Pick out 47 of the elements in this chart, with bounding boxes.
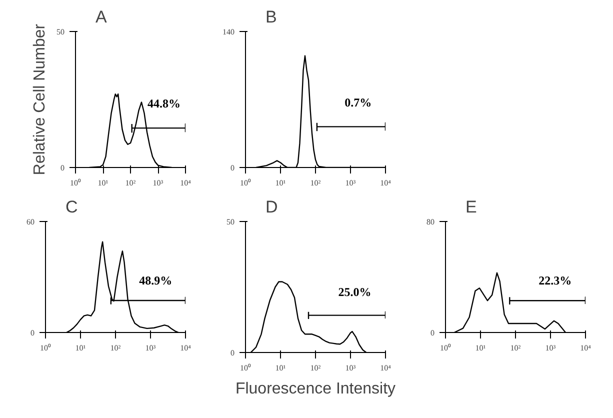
x-tick-label: 10¹ xyxy=(275,178,286,188)
x-tick-label: 10³ xyxy=(545,344,556,352)
x-tick-label: 10² xyxy=(310,364,322,372)
y-tick-label: 0 xyxy=(230,164,234,172)
y-tick-label: 0 xyxy=(60,164,64,172)
x-tick-label: 10¹ xyxy=(75,344,86,352)
y-tick-label: 0 xyxy=(430,328,434,338)
x-tick-label: 10³ xyxy=(152,178,164,188)
x-tick-label: 10⁰ xyxy=(70,178,81,188)
y-axis-title: Relative Cell Number xyxy=(32,23,48,176)
x-tick-label: 10⁰ xyxy=(40,344,51,352)
y-tick-label: 80 xyxy=(426,218,434,226)
x-axis-title: Fluorescence Intensity xyxy=(235,380,396,398)
x-tick-label: 10¹ xyxy=(475,344,486,352)
x-tick-label: 10¹ xyxy=(275,364,286,372)
y-tick-label: 50 xyxy=(56,28,64,36)
x-tick-label: 10² xyxy=(110,344,122,352)
annotation: 48.9% xyxy=(139,274,172,288)
chart-title: B xyxy=(266,8,277,26)
chart-title: D xyxy=(266,198,278,216)
y-tick-label: 60 xyxy=(26,218,34,226)
y-tick-label: 0 xyxy=(230,348,234,358)
x-tick-label: 10³ xyxy=(345,364,356,372)
x-tick-label: 10² xyxy=(310,178,322,188)
y-tick-label: 50 xyxy=(226,218,234,226)
chart-title: C xyxy=(66,198,78,216)
y-tick-label: 140 xyxy=(222,28,234,36)
x-tick-label: 10¹ xyxy=(98,178,109,188)
x-tick-label: 10³ xyxy=(145,344,156,352)
annotation: 0.7% xyxy=(344,95,372,110)
x-tick-label: 10⁰ xyxy=(240,178,251,188)
x-tick-label: 10² xyxy=(510,344,522,352)
x-tick-label: 10⁰ xyxy=(240,364,251,372)
annotation: 44.8% xyxy=(148,96,181,111)
x-tick-label: 10⁴ xyxy=(180,344,192,352)
annotation: 22.3% xyxy=(538,273,572,288)
y-tick-label: 0 xyxy=(30,328,34,338)
x-tick-label: 10⁰ xyxy=(440,344,451,352)
x-tick-label: 10³ xyxy=(345,178,356,188)
x-tick-label: 10⁴ xyxy=(380,364,392,372)
annotation: 25.0% xyxy=(338,285,372,300)
x-tick-label: 10² xyxy=(125,178,136,188)
x-tick-label: 10⁴ xyxy=(380,178,392,188)
chart-title: E xyxy=(466,198,477,216)
chart-title: A xyxy=(96,8,108,26)
x-tick-label: 10⁴ xyxy=(180,178,192,188)
x-tick-label: 10⁴ xyxy=(580,344,592,352)
